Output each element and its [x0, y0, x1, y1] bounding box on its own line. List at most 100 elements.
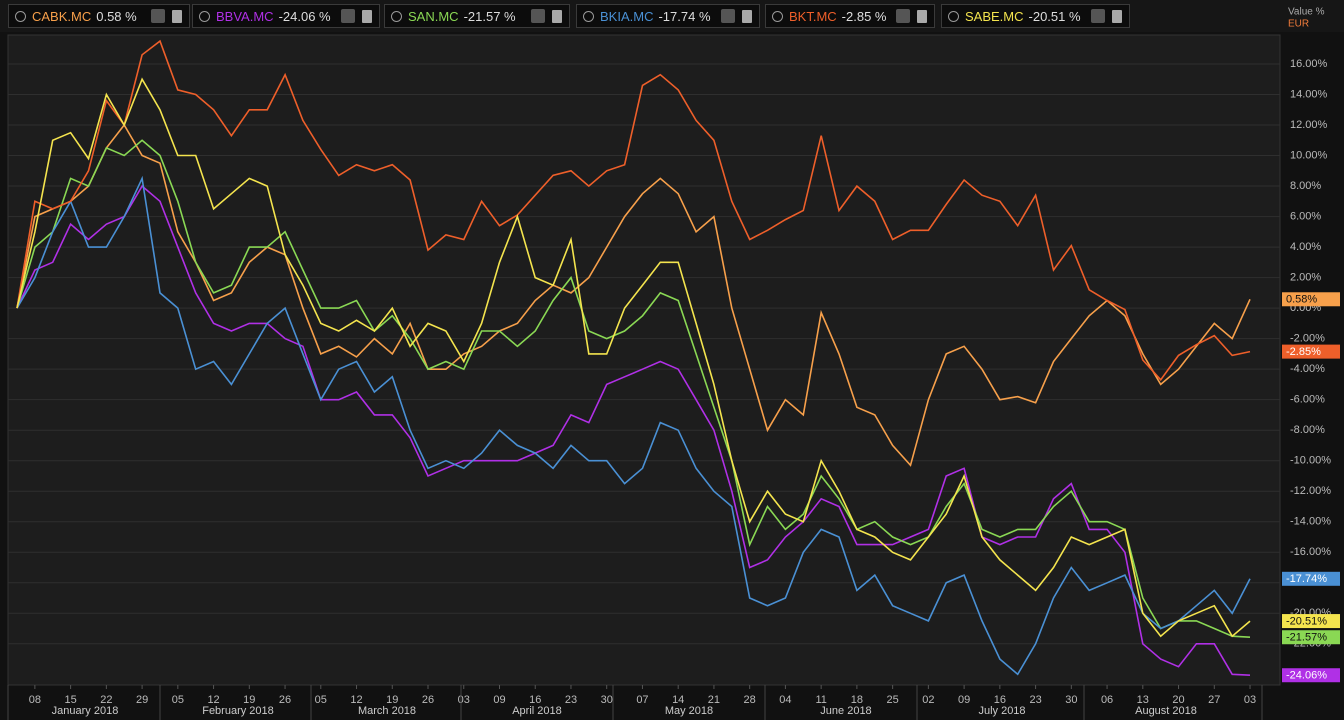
end-badge: [1282, 571, 1340, 586]
legend-change: -2.85 %: [841, 8, 887, 24]
delete-button[interactable]: [172, 9, 182, 23]
clock-icon: [772, 10, 783, 22]
x-tick-label: 15: [64, 694, 76, 706]
end-badge: [1282, 630, 1340, 645]
x-tick-label: 23: [565, 694, 577, 706]
y-tick-label: 8.00%: [1290, 180, 1321, 192]
legend-chip: BKT.MC -2.85 %: [765, 4, 935, 28]
x-tick-label: 29: [136, 694, 148, 706]
end-badge: [1282, 614, 1340, 629]
y-tick-label: -12.00%: [1290, 485, 1331, 497]
y-tick-label: -6.00%: [1290, 394, 1325, 406]
dropdown-button[interactable]: [151, 9, 165, 23]
clock-icon: [391, 10, 402, 22]
plot-area: [7, 34, 1281, 686]
legend-change: -21.57 %: [463, 8, 516, 24]
x-tick-label: 27: [1208, 694, 1220, 706]
legend-name: CABK.MC: [32, 8, 92, 24]
month-label: May 2018: [665, 705, 713, 717]
x-tick-label: 18: [851, 694, 863, 706]
x-tick-label: 14: [672, 694, 684, 706]
end-label: -21.57%: [1286, 632, 1327, 644]
series-line: [16, 139, 1251, 638]
y-tick-label: 14.00%: [1290, 88, 1328, 100]
y-tick-label: -16.00%: [1290, 546, 1331, 558]
x-tick-label: 16: [529, 694, 541, 706]
x-tick-label: 23: [1029, 694, 1041, 706]
legend-name: BBVA.MC: [216, 8, 274, 24]
month-label: March 2018: [358, 705, 416, 717]
x-tick-label: 03: [458, 694, 470, 706]
month-label: August 2018: [1135, 705, 1197, 717]
legend-chip: BKIA.MC -17.74 %: [576, 4, 760, 28]
x-tick-label: 21: [708, 694, 720, 706]
dropdown-button[interactable]: [341, 9, 355, 23]
dropdown-button[interactable]: [531, 9, 545, 23]
x-tick-label: 02: [922, 694, 934, 706]
delete-button[interactable]: [362, 9, 372, 23]
x-tick-label: 07: [636, 694, 648, 706]
month-label: February 2018: [202, 705, 274, 717]
legend-name: BKIA.MC: [600, 8, 654, 24]
x-tick-label: 22: [100, 694, 112, 706]
y-tick-label: 12.00%: [1290, 119, 1328, 131]
x-tick-label: 19: [386, 694, 398, 706]
delete-button[interactable]: [552, 9, 562, 23]
delete-button[interactable]: [1112, 9, 1122, 23]
legend-change: -20.51 %: [1028, 8, 1081, 24]
x-tick-label: 12: [350, 694, 362, 706]
legend-name: BKT.MC: [789, 8, 837, 24]
x-tick-label: 26: [422, 694, 434, 706]
month-label: July 2018: [978, 705, 1025, 717]
x-tick-label: 11: [815, 694, 826, 706]
end-label: 0.58%: [1286, 294, 1317, 306]
y-tick-label: -14.00%: [1290, 516, 1331, 528]
end-badge: [1282, 344, 1340, 359]
currency: EUR: [1288, 19, 1309, 30]
x-tick-label: 30: [1065, 694, 1077, 706]
y-tick-label: 2.00%: [1290, 272, 1321, 284]
month-label: January 2018: [52, 705, 119, 717]
y-tick-label: -4.00%: [1290, 363, 1325, 375]
x-tick-label: 28: [744, 694, 756, 706]
month-label: April 2018: [512, 705, 562, 717]
clock-icon: [15, 10, 26, 22]
x-tick-label: 13: [1137, 694, 1149, 706]
y-tick-label: -2.00%: [1290, 333, 1325, 345]
x-tick-label: 06: [1101, 694, 1113, 706]
dropdown-button[interactable]: [896, 9, 910, 23]
x-tick-label: 12: [207, 694, 219, 706]
month-label: June 2018: [820, 705, 871, 717]
x-tick-label: 26: [279, 694, 291, 706]
series-line: [16, 175, 1251, 676]
delete-button[interactable]: [917, 9, 927, 23]
y-tick-label: 16.00%: [1290, 58, 1328, 70]
legend-change: -17.74 %: [658, 8, 711, 24]
legend-chip: BBVA.MC -24.06 %: [192, 4, 380, 28]
x-tick-label: 25: [887, 694, 899, 706]
delete-button[interactable]: [742, 9, 752, 23]
legend-chip: CABK.MC 0.58 %: [8, 4, 190, 28]
dropdown-button[interactable]: [721, 9, 735, 23]
axis-unit: Value %: [1288, 7, 1325, 18]
clock-icon: [199, 10, 210, 22]
legend-bar: CABK.MC 0.58 % BBVA.MC -24.06 % SAN.MC -21.57…: [0, 0, 1344, 32]
legend-name: SAN.MC: [408, 8, 459, 24]
end-badge: [1282, 292, 1340, 307]
legend-name: SABE.MC: [965, 8, 1024, 24]
y-tick-label: -10.00%: [1290, 455, 1331, 467]
clock-icon: [583, 10, 594, 22]
x-tick-label: 05: [315, 694, 327, 706]
y-tick-label: 10.00%: [1290, 149, 1328, 161]
y-tick-label: 6.00%: [1290, 210, 1321, 222]
y-tick-label: 4.00%: [1290, 241, 1321, 253]
series-line: [16, 123, 1251, 467]
x-tick-label: 16: [994, 694, 1006, 706]
legend-chip: SABE.MC -20.51 %: [941, 4, 1130, 28]
series-line: [16, 39, 1251, 382]
x-tick-label: 04: [779, 694, 791, 706]
x-tick-label: 05: [172, 694, 184, 706]
x-tick-label: 03: [1244, 694, 1256, 706]
dropdown-button[interactable]: [1091, 9, 1105, 23]
